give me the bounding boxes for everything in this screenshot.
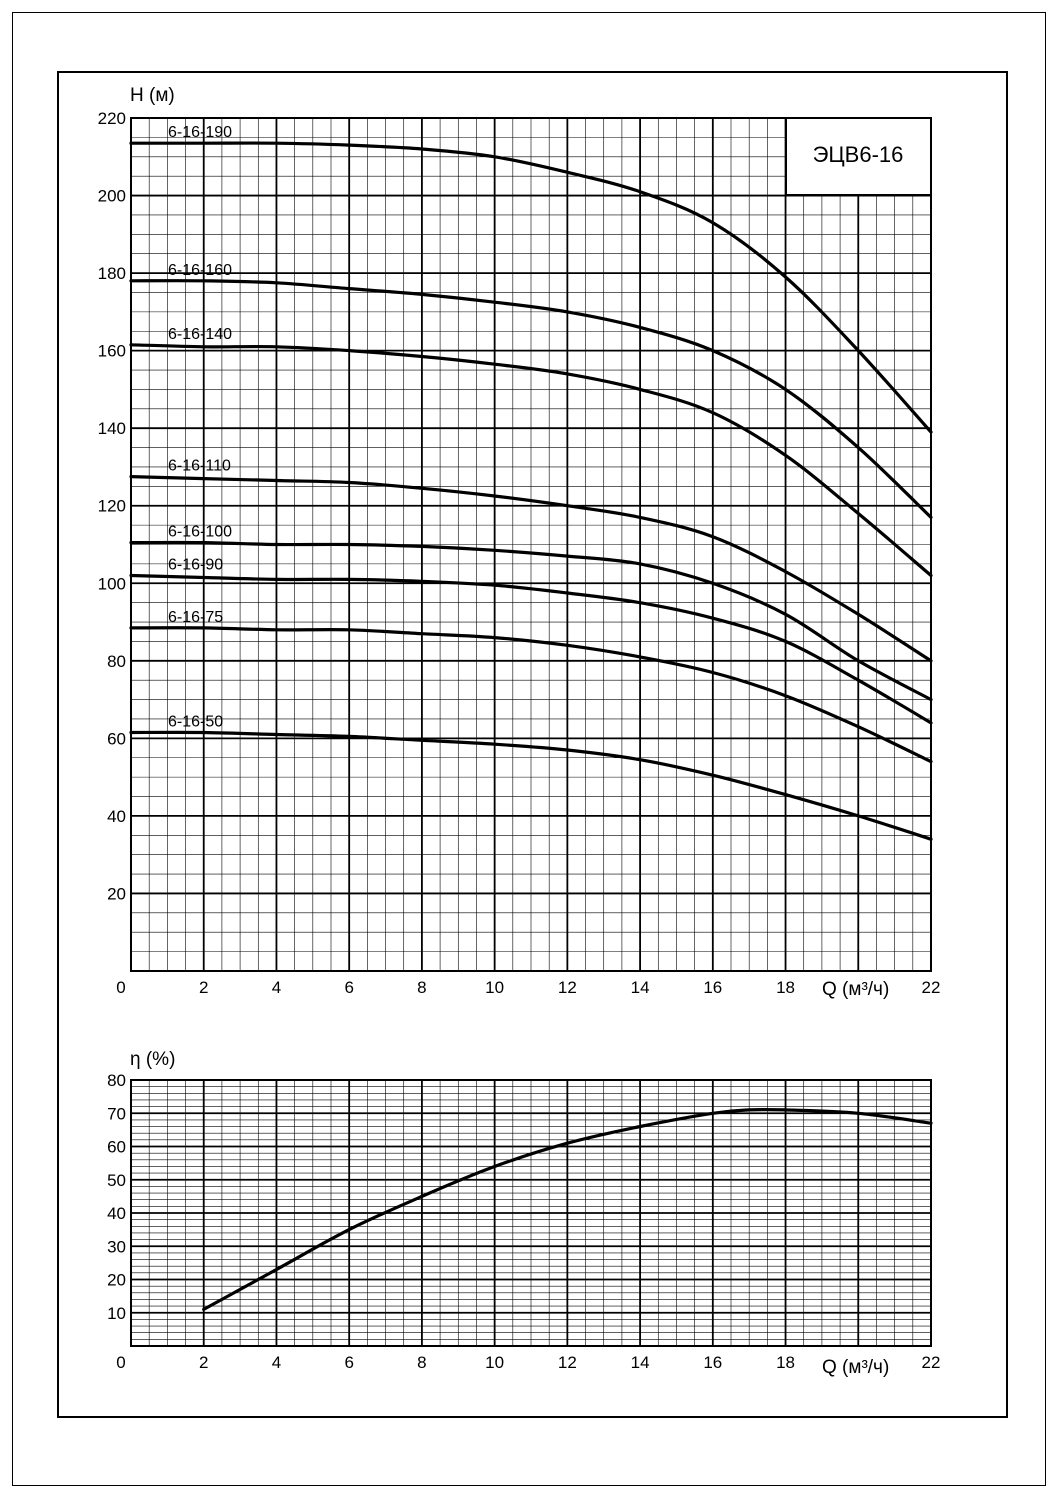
x-tick-label: 16	[703, 978, 722, 997]
efficiency-chart: 10 20 30 40 50 60 70 80 0 2 4 6 8 10 12 14 16 18 22 η (%)…	[107, 1049, 940, 1378]
x-tick-label: 4	[272, 1353, 281, 1372]
x-tick-label: 10	[485, 1353, 504, 1372]
efficiency-y-tick-labels: 10 20 30 40 50 60 70 80	[107, 1071, 126, 1323]
x-tick-label: 6	[344, 978, 353, 997]
y-tick-label: 30	[107, 1237, 126, 1256]
head-curve-6-16-190	[129, 141, 933, 434]
series-label: 6-16-140	[168, 326, 232, 343]
x-tick-label: 6	[344, 1353, 353, 1372]
x-tick-label: 12	[558, 1353, 577, 1372]
x-tick-label: 2	[199, 1353, 208, 1372]
head-curve-6-16-140	[129, 343, 933, 578]
x-tick-label: 8	[417, 978, 426, 997]
y-tick-label: 60	[107, 1138, 126, 1157]
y-tick-label: 160	[98, 342, 126, 361]
efficiency-curve	[202, 1107, 933, 1311]
y-tick-label: 20	[107, 884, 126, 903]
head-x-axis-label: Q (м³/ч)	[822, 979, 889, 1000]
y-tick-label: 40	[107, 807, 126, 826]
chart-title-box	[785, 117, 932, 196]
x-tick-label: 12	[558, 978, 577, 997]
head-chart: ЭЦВ6-16 6-16-190 6-16-160 6-16-140 6-16-110…	[98, 85, 941, 1000]
y-tick-label: 40	[107, 1204, 126, 1223]
x-tick-label: 10	[485, 978, 504, 997]
y-tick-label: 80	[107, 652, 126, 671]
y-tick-label: 50	[107, 1171, 126, 1190]
x-tick-label: 0	[116, 1353, 125, 1372]
y-tick-label: 100	[98, 574, 126, 593]
x-tick-label: 8	[417, 1353, 426, 1372]
series-label: 6-16-90	[168, 557, 223, 574]
y-tick-label: 80	[107, 1071, 126, 1090]
series-label: 6-16-100	[168, 524, 232, 541]
x-tick-label: 16	[703, 1353, 722, 1372]
head-curves	[129, 141, 933, 841]
efficiency-y-axis-label: η (%)	[130, 1049, 175, 1070]
x-tick-label: 2	[199, 978, 208, 997]
y-tick-label: 220	[98, 109, 126, 128]
y-tick-label: 120	[98, 497, 126, 516]
head-curve-6-16-110	[129, 475, 933, 663]
y-tick-label: 10	[107, 1304, 126, 1323]
plot-frame	[130, 117, 932, 972]
y-tick-label: 60	[107, 729, 126, 748]
series-label: 6-16-50	[168, 714, 223, 731]
head-curve-6-16-160	[129, 279, 933, 519]
head-curve-6-16-75	[129, 626, 933, 764]
head-curve-6-16-90	[129, 573, 933, 725]
y-tick-label: 70	[107, 1104, 126, 1123]
head-y-tick-labels: 20 40 60 80 100 120 140 160 180 200 220	[98, 109, 126, 903]
x-tick-label: 22	[922, 978, 941, 997]
x-tick-label: 4	[272, 978, 281, 997]
y-tick-label: 140	[98, 419, 126, 438]
x-tick-label: 14	[631, 1353, 650, 1372]
x-tick-label: 18	[776, 978, 795, 997]
head-curve-labels: 6-16-190 6-16-160 6-16-140 6-16-110 6-16-100…	[168, 124, 232, 730]
efficiency-curve-line	[202, 1107, 933, 1311]
series-label: 6-16-75	[168, 609, 223, 626]
head-x-tick-labels: 0 2 4 6 8 10 12 14 16 18 22	[116, 978, 940, 997]
chart-title: ЭЦВ6-16	[813, 142, 904, 167]
head-curve-6-16-50	[129, 730, 933, 841]
y-tick-label: 200	[98, 187, 126, 206]
plot-frame	[130, 1079, 932, 1347]
series-label: 6-16-110	[168, 458, 231, 475]
series-label: 6-16-160	[168, 262, 232, 279]
y-tick-label: 20	[107, 1271, 126, 1290]
y-tick-label: 180	[98, 264, 126, 283]
head-curve-6-16-100	[129, 540, 933, 702]
x-tick-label: 0	[116, 978, 125, 997]
efficiency-chart-grid	[130, 1079, 932, 1347]
efficiency-x-tick-labels: 0 2 4 6 8 10 12 14 16 18 22	[116, 1353, 940, 1372]
outer-page-border	[12, 12, 1046, 1486]
series-label: 6-16-190	[168, 124, 232, 141]
x-tick-label: 22	[922, 1353, 941, 1372]
inner-page-border	[57, 71, 1008, 1418]
x-tick-label: 18	[776, 1353, 795, 1372]
efficiency-x-axis-label: Q (м³/ч)	[822, 1357, 889, 1378]
head-y-axis-label: H (м)	[130, 85, 175, 106]
x-tick-label: 14	[631, 978, 650, 997]
